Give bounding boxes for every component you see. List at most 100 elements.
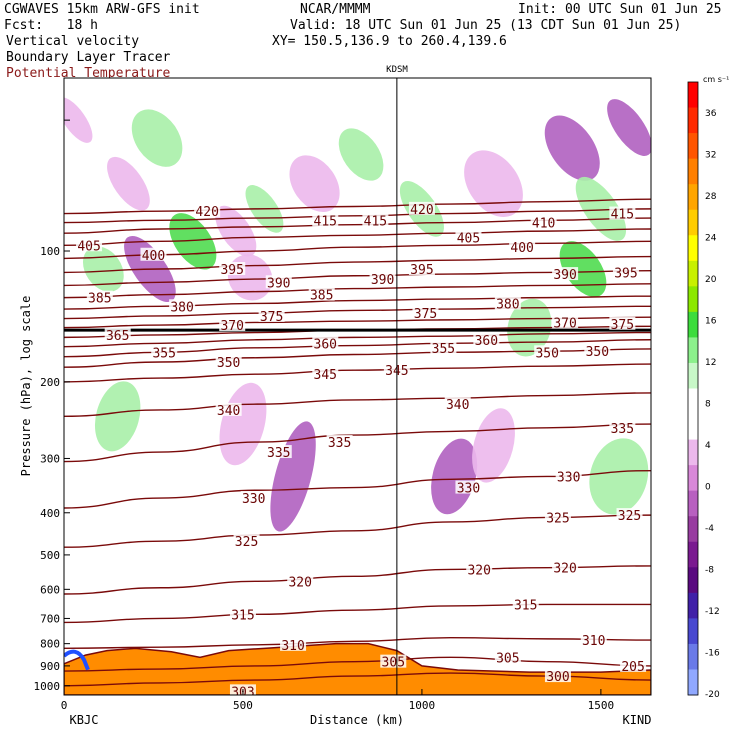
theta-label-bg <box>76 238 103 252</box>
theta-label: 360 <box>475 334 498 349</box>
y-tick-label: 400 <box>40 507 60 520</box>
theta-label-bg <box>265 275 292 289</box>
theta-label: 335 <box>267 446 290 461</box>
theta-label-bg <box>620 658 647 672</box>
colorbar-swatch <box>688 209 698 236</box>
theta-label-bg <box>616 508 643 522</box>
theta-label-bg <box>280 637 307 651</box>
theta-label-bg <box>530 215 557 229</box>
theta-label-bg <box>287 574 314 588</box>
init-time: Init: 00 UTC Sun 01 Jun 25 <box>518 2 722 17</box>
theta-label: 330 <box>557 470 580 485</box>
theta-label-bg <box>258 308 285 322</box>
theta-label: 335 <box>328 436 351 451</box>
theta-label: 375 <box>260 310 283 325</box>
theta-contour-335 <box>64 423 651 463</box>
theta-label-bg <box>265 445 292 459</box>
colorbar-label: 0 <box>705 483 711 493</box>
theta-label: 420 <box>410 203 433 218</box>
colorbar-frame <box>687 81 699 696</box>
theta-contour-330 <box>64 469 651 509</box>
colorbar-label: 8 <box>705 400 711 410</box>
theta-label: 310 <box>582 634 605 649</box>
theta-label: 345 <box>314 368 337 383</box>
xy-range: XY= 150.5,136.9 to 260.4,139.6 <box>272 34 507 49</box>
colorbar-label: 20 <box>705 275 717 285</box>
valid-time: Valid: 18 UTC Sun 01 Jun 25 (13 CDT Sun … <box>290 18 682 33</box>
theta-label-bg <box>609 316 636 330</box>
theta-contour-345 <box>64 363 651 383</box>
colorbar-label: 4 <box>705 441 711 451</box>
theta-label: 305 <box>496 651 519 666</box>
theta-contour-320 <box>64 565 651 595</box>
theta-label: 320 <box>467 563 490 578</box>
theta-label-bg <box>552 315 579 329</box>
right-endpoint: KIND <box>623 713 652 727</box>
model-title: CGWAVES 15km ARW-GFS init <box>4 2 200 17</box>
theta-label-bg <box>169 299 196 313</box>
theta-label-bg <box>509 240 536 254</box>
colorbar-swatch <box>688 618 698 645</box>
colorbar-label: 12 <box>705 358 716 368</box>
colorbar-label: 24 <box>705 234 717 244</box>
y-tick-label: 300 <box>40 452 60 465</box>
colorbar-swatch <box>688 439 698 466</box>
theta-label-bg <box>229 607 256 621</box>
theta-label-bg <box>408 201 435 215</box>
theta-label-bg <box>552 267 579 281</box>
colorbar-swatch <box>688 337 698 364</box>
theta-label: 395 <box>410 263 433 278</box>
x-tick-label: 1000 <box>409 699 436 712</box>
theta-label: 330 <box>457 482 480 497</box>
theta-label: 325 <box>618 509 641 524</box>
theta-label-bg <box>512 597 539 611</box>
colorbar-swatch <box>688 465 698 492</box>
y-tick-label: 600 <box>40 583 60 596</box>
theta-label-bg <box>473 332 500 346</box>
theta-label-bg <box>215 402 242 416</box>
colorbar-label: 32 <box>705 151 716 161</box>
colorbar-swatch <box>688 669 698 696</box>
theta-label-bg <box>555 469 582 483</box>
theta-label: 340 <box>217 404 240 419</box>
colorbar-label: -20 <box>705 690 720 700</box>
y-tick-label: 500 <box>40 549 60 562</box>
theta-label: 315 <box>231 608 254 623</box>
theta-label: 340 <box>446 398 469 413</box>
theta-label: 390 <box>371 273 394 288</box>
theta-label-bg <box>369 272 396 286</box>
colorbar-label: 36 <box>705 109 717 119</box>
theta-label: 400 <box>510 241 533 256</box>
theta-label: 415 <box>364 214 387 229</box>
theta-label-bg <box>362 213 389 227</box>
theta-label: 325 <box>235 535 258 550</box>
theta-contour-370 <box>64 316 651 329</box>
theta-label-bg <box>219 318 246 332</box>
theta-contour-390 <box>64 270 651 287</box>
colorbar-swatch <box>688 414 698 441</box>
y-tick-label: 1000 <box>34 680 61 693</box>
colorbar-swatch <box>688 235 698 262</box>
theta-label: 335 <box>611 422 634 437</box>
colorbar-swatch <box>688 82 698 109</box>
theta-label: 325 <box>546 511 569 526</box>
colorbar-swatch <box>688 516 698 543</box>
vertical-velocity-region-18 <box>472 408 515 483</box>
y-tick-label: 200 <box>40 376 60 389</box>
vertical-velocity-region-22 <box>559 241 607 297</box>
theta-label-bg <box>609 206 636 220</box>
theta-label: 205 <box>621 660 644 675</box>
theta-label: 390 <box>267 276 290 291</box>
theta-contour-415 <box>64 208 651 224</box>
vertical-velocity-region-1 <box>107 156 150 211</box>
y-tick-label: 900 <box>40 660 60 673</box>
colorbar-swatch <box>688 567 698 594</box>
theta-label: 350 <box>586 345 609 360</box>
theta-label-bg <box>430 340 457 354</box>
theta-label: 395 <box>220 263 243 278</box>
theta-contour-395 <box>64 255 651 274</box>
theta-label-bg <box>233 534 260 548</box>
theta-label-bg <box>326 435 353 449</box>
theta-label: 385 <box>88 292 111 307</box>
theta-label: 415 <box>611 208 634 223</box>
